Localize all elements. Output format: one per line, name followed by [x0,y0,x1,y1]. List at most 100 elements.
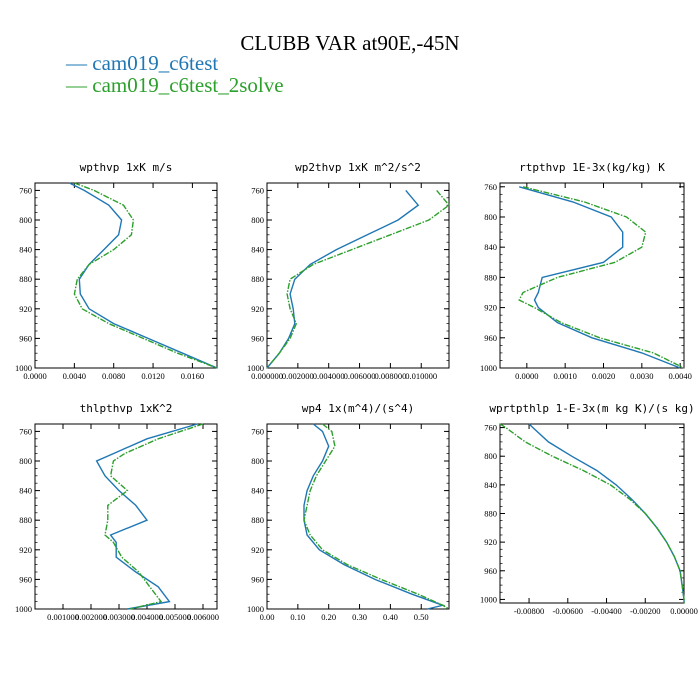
series-line-2 [499,423,685,603]
y-tick-label: 920 [484,303,497,313]
plot-frame [499,182,685,369]
y-tick-label: 840 [251,486,264,496]
legend-item-series-1: — cam019_c6test [66,52,284,74]
x-tick-label: 0.002000 [75,612,107,622]
y-tick-label: 960 [251,333,264,343]
y-tick-label: 880 [19,515,32,525]
y-tick-label: 760 [484,423,497,433]
y-tick-label: 760 [251,185,264,195]
x-tick-label: 0.0040 [668,371,691,381]
y-tick-label: 920 [19,545,32,555]
x-tick-label: 0.40 [383,612,398,622]
y-tick-label: 840 [251,245,264,255]
page-title: CLUBB VAR at90E,-45N [240,31,460,55]
x-tick-label: 0.0000 [23,371,46,381]
x-tick-label: 0.001000 [47,612,79,622]
y-tick-label: 920 [251,545,264,555]
x-tick-label: 0.0120 [141,371,164,381]
y-tick-label: 960 [19,333,32,343]
x-tick-label: 0.10 [290,612,305,622]
x-tick-label: 0.0020 [592,371,615,381]
y-tick-label: 840 [19,245,32,255]
x-tick-label: 0.002000 [282,371,314,381]
y-tick-label: 1000 [480,363,497,373]
y-tick-label: 960 [484,333,497,343]
x-tick-label: 0.006000 [344,371,376,381]
y-tick-label: 800 [484,451,497,461]
chart-panel-2: wp2thvp 1xK m^2/s^2 760 800 840 880 920 960 100… [247,161,451,381]
panel-title: wpthvp 1xK m/s [80,161,173,174]
series-line-1 [519,186,681,369]
x-tick-label: 0.006000 [187,612,219,622]
y-tick-label: 840 [484,242,497,252]
plot-frame [34,423,218,610]
x-tick-label: 0.00 [260,612,275,622]
chart-panel-1: wpthvp 1xK m/s76080084088092096010000.00… [15,161,218,381]
plot-frame [499,423,685,604]
x-tick-label: 0.004000 [313,371,345,381]
series-line-1 [95,423,198,610]
y-tick-label: 800 [19,456,32,466]
plot-frame [34,182,218,369]
legend-item-series-2: — cam019_c6test_2solve [66,74,284,96]
y-tick-label: 800 [251,215,264,225]
x-tick-label: 0.30 [352,612,367,622]
panel-title: rtpthvp 1E-3x(kg/kg) K [519,161,665,174]
y-tick-label: 960 [251,574,264,584]
y-tick-label: 760 [484,182,497,192]
y-tick-label: 880 [484,272,497,282]
y-tick-label: 880 [251,515,264,525]
x-tick-label: 0.003000 [103,612,135,622]
x-tick-label: 0.20 [321,612,336,622]
x-tick-label: 0.50 [414,612,429,622]
panel-title: thlpthvp 1xK^2 [80,402,173,415]
y-tick-label: 1000 [15,604,32,614]
legend: — cam019_c6test — cam019_c6test_2solve [66,52,284,96]
y-tick-label: 1000 [480,594,497,604]
y-tick-label: 880 [251,274,264,284]
panel-title: wp4 1x(m^4)/(s^4) [302,402,415,415]
chart-panel-3: rtpthvp 1E-3x(kg/kg) K 760 800 840 880 920 960… [480,161,692,381]
y-tick-label: 840 [19,486,32,496]
series-line-2 [518,186,685,369]
x-tick-label: 0.005000 [159,612,191,622]
x-tick-label: -0.00400 [591,606,621,616]
series-line-1 [528,423,685,603]
series-line-1 [303,423,446,610]
x-tick-label: 0.000000 [251,371,283,381]
x-tick-label: 0.0030 [630,371,653,381]
y-tick-label: 1000 [247,604,264,614]
x-tick-label: -0.00600 [553,606,583,616]
legend-dash: — [66,51,93,75]
series-line-2 [266,189,451,369]
x-tick-label: -0.00800 [514,606,544,616]
y-tick-label: 1000 [15,363,32,373]
series-line-1 [266,189,420,369]
x-tick-label: 0.008000 [374,371,406,381]
chart-panel-4: thlpthvp 1xK^2 760 800 840 880 920 960 1000 0.00… [15,402,219,622]
chart-panel-6: wprtpthlp 1-E-3x(m kg K)/(s kg) 760 800 840… [480,402,698,616]
y-tick-label: 840 [484,480,497,490]
y-tick-label: 760 [19,426,32,436]
x-tick-label: 0.010000 [405,371,437,381]
chart-panel-5: wp4 1x(m^4)/(s^4)76080084088092096010000… [247,402,450,622]
legend-label: cam019_c6test [92,51,219,75]
y-tick-label: 920 [19,304,32,314]
x-tick-label: 0.0000 [515,371,538,381]
y-tick-label: 800 [251,456,264,466]
x-tick-label: 0.0010 [553,371,576,381]
y-tick-label: 1000 [247,363,264,373]
y-tick-label: 760 [251,426,264,436]
y-tick-label: 920 [484,537,497,547]
series-line-2 [303,423,450,610]
y-tick-label: 960 [484,566,497,576]
panel-title: wprtpthlp 1-E-3x(m kg K)/(s kg) [489,402,694,415]
x-tick-label: 0.0040 [63,371,86,381]
legend-label: cam019_c6test_2solve [92,73,284,97]
series-line-1 [69,182,218,369]
x-tick-label: 0.00000 [670,606,698,616]
y-tick-label: 800 [19,215,32,225]
y-tick-label: 760 [19,185,32,195]
x-tick-label: 0.0080 [102,371,125,381]
panel-title: wp2thvp 1xK m^2/s^2 [295,161,421,174]
